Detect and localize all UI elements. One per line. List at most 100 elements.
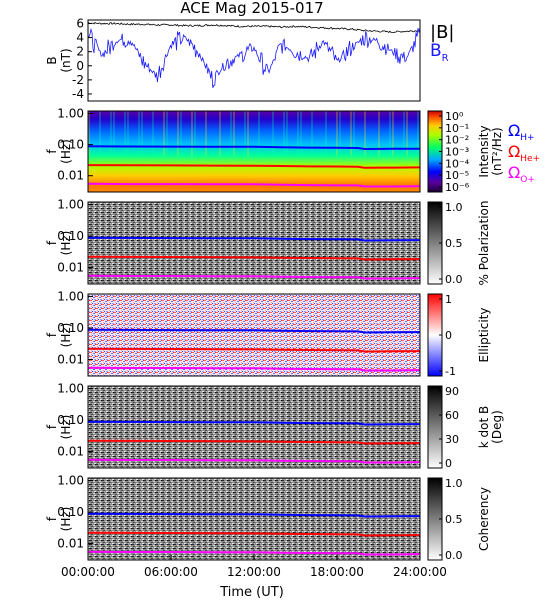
y-tick-label: 4 (76, 31, 84, 45)
plot-area (88, 20, 420, 101)
colorbar-label: Ellipticity (477, 308, 491, 363)
colorbar-tick-label: 90 (445, 385, 459, 398)
gyrofrequency-Hplus-line (87, 145, 421, 151)
colorbar-label: Coherency (477, 487, 491, 551)
colorbar-tick-label: 10⁻¹ (445, 122, 469, 135)
heatmap-streak (191, 111, 193, 156)
y-axis-label-bottom: (nT) (59, 48, 73, 72)
x-tick-label: 12:00:00 (227, 565, 281, 579)
gyrofrequency-Hplus-line (87, 236, 421, 242)
panel-4: f (Hz) 1.00 0.10 0.01 1 0 -1 Ellipticity (45, 289, 491, 378)
heatmap-streak (336, 111, 338, 156)
heatmap-streak (244, 111, 246, 156)
colorbar-tick-label: 0.5 (445, 513, 463, 526)
y-axis-label-top: f (45, 332, 59, 337)
heatmap-streak (124, 111, 126, 156)
x-axis-label: Time (UT) (219, 585, 284, 600)
legend-absB: |B| (430, 22, 454, 43)
y-tick-label: 1.00 (57, 473, 84, 487)
figure-title: ACE Mag 2015-017 (180, 0, 323, 17)
y-tick-label: -4 (72, 87, 84, 101)
heatmap-streak (403, 111, 405, 156)
colorbar-tick-label: 60 (445, 409, 459, 422)
legend-Heplus: ΩHe+ (508, 142, 540, 164)
gyrofrequency-Hplus-line (87, 328, 421, 334)
heatmap-streak (194, 111, 196, 156)
colorbar-tick-label: 10⁻² (445, 134, 469, 147)
heatmap-streak (378, 111, 380, 156)
x-tick-label: 24:00:00 (393, 565, 447, 579)
panel-2: f (Hz) 1.00 0.10 0.01 10⁰10⁻¹10⁻²10⁻³10⁻⁴10⁻⁵… (45, 106, 504, 194)
heatmap-streak (152, 111, 154, 156)
y-tick-label: 0 (76, 59, 84, 73)
y-tick-label: 0.10 (57, 413, 84, 427)
plot-frame (87, 201, 421, 285)
gyrofrequency-Oplus-line (87, 182, 421, 188)
colorbar-tick-label: 10⁰ (445, 110, 464, 123)
y-axis-label-bottom: (Hz) (59, 323, 73, 348)
heatmap-streak (283, 111, 285, 156)
y-tick-label: 0.10 (57, 321, 84, 335)
heatmap-streak (286, 111, 288, 156)
y-axis-label-bottom: (Hz) (59, 139, 73, 164)
gyrofrequency-Hplus-line (87, 420, 421, 426)
heatmap-streak (110, 111, 112, 156)
y-tick-label: 2 (76, 45, 84, 59)
colorbar-tick-label: 0.5 (445, 237, 463, 250)
series-BR-line (87, 27, 421, 89)
colorbar-label: Intensity (477, 125, 491, 177)
heatmap-streak (205, 111, 207, 156)
colorbar-tick-label: 10⁻⁵ (445, 169, 469, 182)
heatmap-streak (177, 111, 179, 156)
y-tick-label: 0.01 (57, 353, 84, 367)
colorbar-tick-label: 0.0 (445, 273, 463, 286)
heatmap-streak (339, 111, 341, 156)
plot-frame (87, 110, 421, 193)
panel-5: f (Hz) 1.00 0.10 0.01 90 60 30 0 k dot B (Deg) (45, 381, 504, 470)
heatmap-streak (272, 111, 274, 156)
colorbar-tick-label: 1.0 (445, 201, 463, 214)
plot-frame (87, 293, 421, 377)
gyrofrequency-Oplus-line (87, 366, 421, 372)
y-tick-label: 1.00 (57, 106, 84, 120)
heatmap-streak (311, 111, 313, 156)
y-axis-label-top: f (45, 516, 59, 521)
heatmap (88, 294, 420, 376)
gyrofrequency-Heplus-line (87, 347, 421, 353)
y-tick-label: 6 (76, 17, 84, 31)
x-tick-label: 18:00:00 (310, 565, 364, 579)
y-tick-label: 0.10 (57, 505, 84, 519)
heatmap-streak (219, 111, 221, 156)
x-tick-label: 06:00:00 (144, 565, 198, 579)
y-axis-label-top: B (45, 56, 59, 64)
plot-frame (87, 19, 421, 102)
colorbar-tick-label: 10⁻⁶ (445, 181, 470, 194)
heatmap-streak (300, 111, 302, 156)
colorbar-tick-label: 10⁻⁴ (445, 157, 470, 170)
heatmap (88, 111, 420, 192)
y-tick-label: 0.01 (57, 261, 84, 275)
heatmap-streak (325, 111, 327, 156)
x-tick-label: 00:00:00 (61, 565, 115, 579)
plot-frame (87, 385, 421, 469)
heatmap-streak (127, 111, 129, 156)
y-tick-label: -2 (72, 73, 84, 87)
y-tick-label: 0.10 (57, 138, 84, 152)
heatmap-streak (99, 111, 101, 156)
heatmap (88, 202, 420, 284)
heatmap-streak (163, 111, 165, 156)
gyrofrequency-Heplus-line (87, 255, 421, 261)
colorbar-tick-label: 10⁻³ (445, 146, 469, 159)
heatmap (88, 478, 420, 560)
panel-3: f (Hz) 1.00 0.10 0.01 1.0 0.5 0.0 % Polarization (45, 197, 491, 286)
y-axis-label-bottom: (Hz) (59, 231, 73, 256)
heatmap-streak (258, 111, 260, 156)
heatmap-streak (406, 111, 408, 156)
y-axis-label-top: f (45, 149, 59, 154)
gyrofrequency-Oplus-line (87, 274, 421, 280)
y-axis-label-top: f (45, 240, 59, 245)
colorbar-tick-label: 0.0 (445, 549, 463, 562)
